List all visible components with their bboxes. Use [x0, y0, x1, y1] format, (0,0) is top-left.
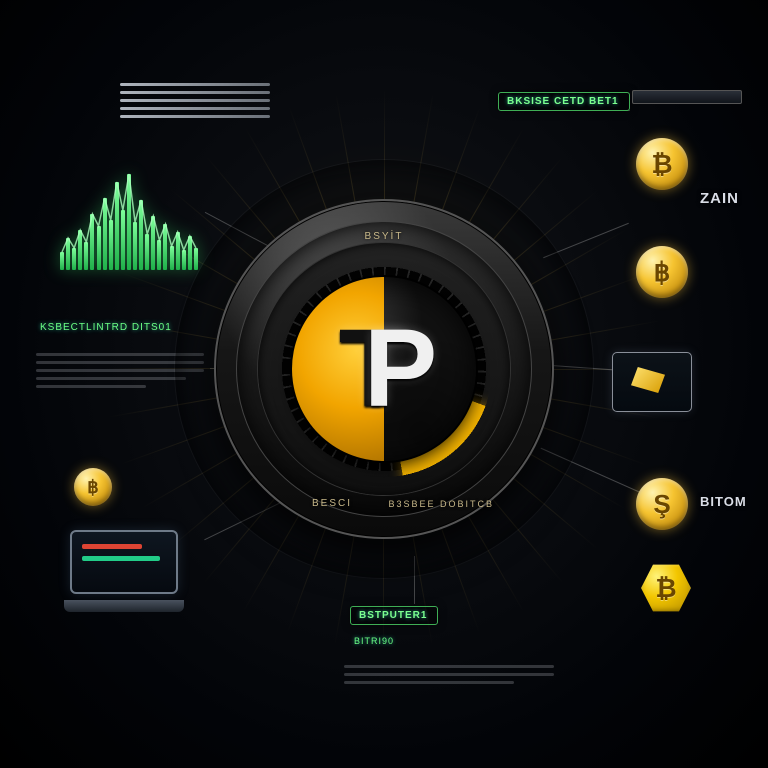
- btc-coin-mid-icon: ฿: [636, 246, 688, 298]
- badge-top-right: BKSISE CETD BET1: [498, 92, 630, 111]
- btc-coin-small-icon: ฿: [74, 468, 112, 506]
- btc-coin-top-icon: ₿: [636, 138, 688, 190]
- zain-label: ZAIN: [700, 190, 739, 207]
- badge-bottom-tiny: BITRI90: [354, 636, 394, 646]
- stage: BKSISE CETD BET1 KSBECTLINTRD DITS01 ฿ ₿…: [0, 0, 768, 768]
- badge-bottom-mid: BSTPUTER1: [350, 606, 438, 625]
- dial-core: T P: [292, 277, 476, 461]
- ring-label-top: BSYİT: [365, 231, 404, 242]
- top-decor-lines: [120, 78, 270, 123]
- right-header-bar: [632, 90, 742, 104]
- bitom-label: BITOM: [700, 494, 747, 509]
- mini-screen-icon: [612, 352, 692, 412]
- ring-label-bottom-right: B3SBEE DOBITCB: [388, 499, 494, 509]
- glyph-p: P: [364, 305, 429, 432]
- bottom-text-block: [344, 660, 554, 689]
- central-dial: T P BSYİT BESCI B3SBEE DOBITCB: [214, 199, 554, 539]
- mini-bar-chart: [60, 170, 200, 270]
- laptop-icon: [64, 530, 184, 612]
- gold-coin-s-icon: Ş: [636, 478, 688, 530]
- badge-left-label: KSBECTLINTRD DITS01: [40, 322, 172, 333]
- ring-label-bottom-left: BESCI: [312, 498, 352, 509]
- btc-hex-icon: ₿: [640, 562, 692, 614]
- dial-glyph: T P: [292, 277, 476, 461]
